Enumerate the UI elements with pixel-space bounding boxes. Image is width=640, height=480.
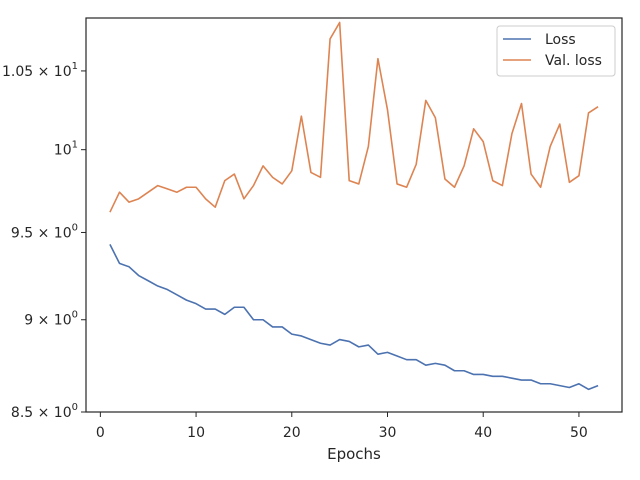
x-tick-label: 40	[474, 425, 492, 441]
y-tick-label: 9.5 × 100	[11, 222, 78, 241]
y-tick-label: 8.5 × 100	[11, 402, 78, 421]
y-tick-label: 1.05 × 101	[2, 61, 78, 80]
x-axis: 0 10 20 30 40 50	[96, 412, 588, 441]
series-line-1	[109, 21, 599, 213]
x-tick-label: 30	[379, 425, 397, 441]
y-tick-text: 8.5 × 100	[11, 402, 78, 421]
y-tick-text: 1.05 × 101	[2, 61, 78, 80]
plot-frame	[85, 17, 623, 413]
y-tick-label: 9 × 100	[24, 310, 78, 329]
x-axis-label: Epochs	[327, 445, 381, 463]
y-tick-text: 9.5 × 100	[11, 222, 78, 241]
x-tick-label: 50	[570, 425, 588, 441]
x-tick-label: 20	[283, 425, 301, 441]
series-line-0	[109, 244, 599, 391]
x-tick-label: 10	[187, 425, 205, 441]
legend: Loss Val. loss	[496, 25, 616, 77]
x-tick-label: 0	[96, 425, 105, 441]
legend-label-val-loss: Val. loss	[545, 53, 602, 69]
y-tick-text: 9 × 100	[24, 310, 78, 329]
legend-label-loss: Loss	[545, 32, 576, 48]
series-layer	[109, 21, 599, 391]
